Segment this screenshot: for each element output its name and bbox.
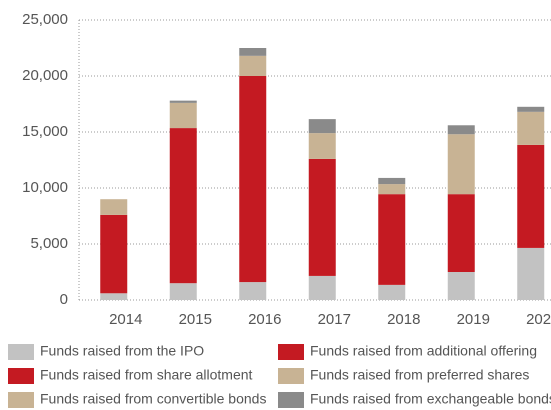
legend-swatch — [278, 368, 304, 384]
bar-segment — [378, 284, 406, 300]
legend-label: Funds raised from preferred shares — [310, 367, 529, 383]
legend-label: Funds raised from share allotment — [40, 367, 253, 383]
y-tick-label: 25,000 — [22, 11, 68, 28]
bar-segment — [169, 102, 197, 129]
x-tick-label: 2014 — [109, 311, 142, 328]
x-tick-label: 2015 — [179, 311, 212, 328]
bar-segment — [517, 111, 545, 145]
bar-segment — [447, 134, 475, 195]
bar-segment — [239, 48, 267, 56]
bar-segment — [308, 158, 336, 276]
legend-swatch — [278, 392, 304, 408]
legend-label: Funds raised from additional offering — [310, 343, 537, 359]
bar-segment — [517, 144, 545, 248]
bar-segment — [447, 125, 475, 135]
legend-swatch — [8, 368, 34, 384]
bar-segment — [447, 272, 475, 300]
x-tick-label: 2017 — [318, 311, 351, 328]
legend-label: Funds raised from exchangeable bonds — [310, 391, 551, 407]
bar-segment — [378, 194, 406, 285]
bar-segment — [308, 119, 336, 134]
bar-segment — [308, 133, 336, 159]
bar-segment — [447, 194, 475, 272]
bar-segment — [378, 184, 406, 195]
bar-segment — [169, 283, 197, 300]
legend-label: Funds raised from convertible bonds — [40, 391, 266, 407]
bar-segment — [239, 55, 267, 76]
bar-segment — [239, 282, 267, 300]
y-tick-label: 5,000 — [30, 235, 68, 252]
bar-segment — [378, 177, 406, 185]
legend-swatch — [278, 344, 304, 360]
bar-segment — [239, 76, 267, 283]
x-tick-label: 2020 — [526, 311, 551, 328]
bar-segment — [100, 214, 128, 294]
y-tick-label: 20,000 — [22, 67, 68, 84]
bar-segment — [100, 293, 128, 300]
bar-segment — [169, 100, 197, 103]
bar-segment — [517, 247, 545, 300]
bar-segment — [517, 106, 545, 112]
x-tick-label: 2018 — [387, 311, 420, 328]
x-tick-label: 2016 — [248, 311, 281, 328]
y-tick-label: 10,000 — [22, 179, 68, 196]
legend-label: Funds raised from the IPO — [40, 343, 204, 359]
bar-segment — [169, 128, 197, 284]
legend-swatch — [8, 392, 34, 408]
legend-swatch — [8, 344, 34, 360]
x-tick-label: 2019 — [457, 311, 490, 328]
bar-segment — [308, 275, 336, 300]
y-tick-label: 0 — [60, 291, 68, 308]
bar-segment — [100, 199, 128, 215]
y-tick-label: 15,000 — [22, 123, 68, 140]
